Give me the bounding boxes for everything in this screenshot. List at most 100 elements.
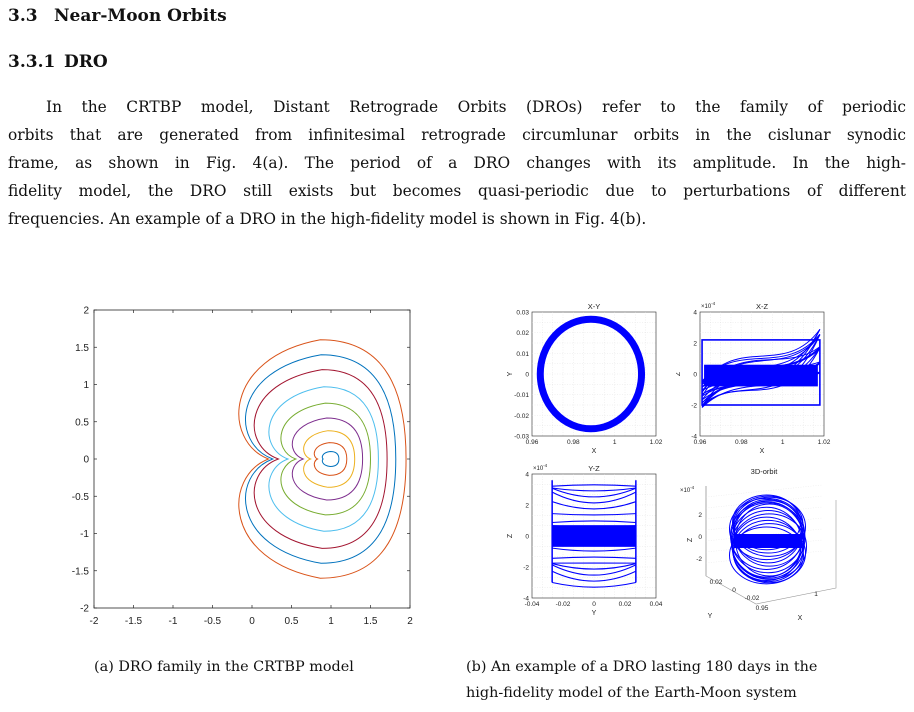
yz-trajectory-segment <box>552 581 636 588</box>
yz-trajectory-segment <box>552 556 636 559</box>
dro-orbit-curve <box>303 430 356 488</box>
y-tick-label: 4 <box>525 472 529 479</box>
x-tick-label: 0.95 <box>756 605 769 612</box>
x-tick-label: -0.02 <box>556 601 571 608</box>
paragraph-line: frequencies. An example of a DRO in the … <box>8 210 647 228</box>
paragraph-line: frame, as shown in Fig. 4(a). The period… <box>8 154 906 172</box>
x-tick-label: 0 <box>592 601 596 608</box>
3d-orbit-loop <box>732 516 801 581</box>
yz-trajectory-segment <box>552 487 636 492</box>
yz-trajectory-segment <box>551 570 637 582</box>
x-axis-label: X <box>798 615 803 622</box>
dro-orbit-curve <box>313 442 348 476</box>
yz-trajectory-segment <box>551 564 637 576</box>
x-tick-label: 0 <box>249 616 255 627</box>
figure-b-xy-plot: 0.96 0.98 1 1.02 0.03 0.02 0.01 0 -0.01 -0.02 -0.0… <box>507 302 663 455</box>
yz-trajectory-segment <box>551 501 637 510</box>
grid-line <box>705 506 823 520</box>
plot-area <box>93 309 411 609</box>
y-tick-label: -4 <box>523 596 529 603</box>
z-tick-label: 0 <box>698 534 702 541</box>
y-tick-label: 2 <box>83 306 89 317</box>
x-tick-label: -1 <box>169 616 178 627</box>
x-tick-label: 1.5 <box>364 616 378 627</box>
section-title: Near-Moon Orbits <box>54 6 227 26</box>
y-tick-label: 0.03 <box>516 310 529 317</box>
xz-envelope <box>701 339 821 406</box>
caption-b-line: (b) An example of a DRO lasting 180 days… <box>466 659 818 675</box>
x-tick-label: 0.5 <box>285 616 299 627</box>
figure-b-xz-plot: 0.96 0.98 1 1.02 4 2 0 -2 -4 X-Z X Z ×10-4 <box>676 301 831 455</box>
x-tick-label: 0.96 <box>526 439 539 446</box>
figure-b-3d-orbit-plot: 3D-orbit ×10-4 2 0 -2 Z 0.02 0 -0.02 Y 0.95 1 X <box>680 467 837 622</box>
yz-trajectory-segment <box>552 513 636 516</box>
x-axis-label: X <box>760 448 765 455</box>
y-tick-label: 0.02 <box>710 579 723 586</box>
y-axis-label: Z <box>676 371 682 376</box>
section-number: 3.3 <box>8 6 38 26</box>
caption-b-line: high-fidelity model of the Earth-Moon sy… <box>466 685 797 701</box>
y-tick-label: 0.5 <box>75 417 89 428</box>
x-axis-label: X <box>592 448 597 455</box>
x-tick-label: -2 <box>90 616 99 627</box>
grid-line <box>705 484 823 498</box>
x-tick-label: 0.98 <box>735 439 748 446</box>
dro-orbit-curve <box>268 386 379 532</box>
xz-dense-core <box>704 364 818 387</box>
body-paragraph: In the CRTBP model, Distant Retrograde O… <box>8 93 906 233</box>
dro-orbit-curve <box>245 354 397 564</box>
dro-orbit-curve <box>253 369 388 549</box>
y-tick-label: 0 <box>732 587 736 594</box>
y-tick-label: 0.01 <box>516 351 529 358</box>
x-tick-label: -0.5 <box>204 616 222 627</box>
y-tick-label: 0 <box>525 372 529 379</box>
x-tick-label: 1 <box>328 616 334 627</box>
axis-exponent-label: ×10-4 <box>701 301 716 310</box>
3d-orbit-trajectory <box>729 494 807 585</box>
x-tick-label: 0.02 <box>619 601 632 608</box>
z-tick-label: 2 <box>698 512 702 519</box>
subsection-title: DRO <box>64 52 108 72</box>
grid-line <box>705 550 823 564</box>
3d-orbit-loop <box>733 496 806 557</box>
paragraph-line: In the CRTBP model, Distant Retrograde O… <box>46 98 906 116</box>
x-tick-label: 1 <box>613 439 617 446</box>
y-tick-label: 1 <box>83 380 89 391</box>
dro-orbit-curve <box>280 402 372 516</box>
plot-title: 3D-orbit <box>751 467 779 476</box>
y-tick-label: -4 <box>691 434 697 441</box>
yz-trajectory-segment <box>552 520 636 524</box>
3d-orbit-loop <box>733 523 806 584</box>
figure-b-yz-plot: -0.04 -0.02 0 0.02 0.04 4 2 0 -2 -4 Y-Z Y Z ×10-4 <box>507 464 663 617</box>
yz-trajectory-segment <box>551 491 637 504</box>
y-tick-label: -0.02 <box>514 413 529 420</box>
y-tick-label: 4 <box>693 310 697 317</box>
y-tick-label: -2 <box>691 403 697 410</box>
y-tick-label: 0 <box>525 534 529 541</box>
figure-a-dro-family-chart: -2 -1.5 -1 -0.5 0 0.5 1 1.5 2 -2 -1.5 -1 -0.5 0 0.5 1 1.… <box>72 306 413 628</box>
yz-trajectory-segment <box>552 484 636 487</box>
y-tick-label: 2 <box>693 341 697 348</box>
x-tick-label: 1.02 <box>650 439 663 446</box>
y-axis-label: Y <box>708 613 713 620</box>
plot-title: X-Z <box>756 302 769 311</box>
y-tick-label: 0.02 <box>516 330 529 337</box>
yz-trajectory <box>551 480 637 588</box>
3d-orbit-loop <box>729 526 804 585</box>
axis-exponent-label: ×10-4 <box>680 485 695 494</box>
y-tick-label: -2 <box>523 565 529 572</box>
y-tick-label: -0.5 <box>72 492 90 503</box>
y-tick-label: -1 <box>80 529 89 540</box>
x-tick-label: -0.04 <box>525 601 540 608</box>
plot-title: Y-Z <box>588 464 600 473</box>
y-tick-label: -0.02 <box>745 595 760 602</box>
xz-trajectory <box>701 329 821 408</box>
y-tick-label: 2 <box>525 503 529 510</box>
x-tick-label: 0.04 <box>650 601 663 608</box>
dro-orbit-curve <box>321 451 340 467</box>
yz-dense-core <box>552 525 636 547</box>
caption-b: (b) An example of a DRO lasting 180 days… <box>466 654 906 706</box>
yz-trajectory-segment <box>552 547 636 552</box>
axis-exponent-label: ×10-4 <box>533 464 548 472</box>
yz-trajectory-segment <box>552 563 636 570</box>
